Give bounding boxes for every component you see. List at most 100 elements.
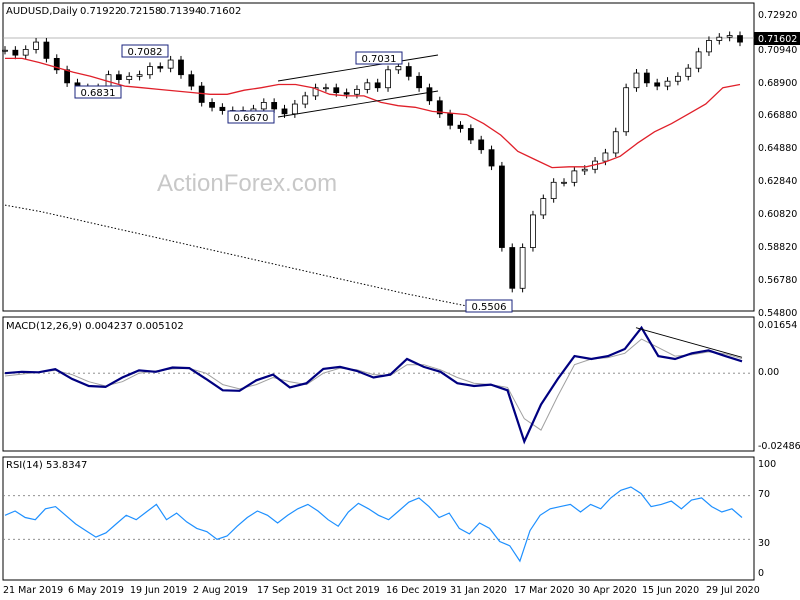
x-tick-label: 31 Oct 2019 [321, 585, 380, 596]
candle-body [64, 69, 71, 84]
candle-body [695, 51, 702, 69]
annotation-box [355, 51, 403, 65]
candle-body [664, 80, 671, 87]
y-tick-label: 0.56780 [758, 275, 797, 286]
candle-body [157, 66, 164, 69]
candle-body [623, 87, 630, 133]
x-tick-label: 16 Dec 2019 [386, 585, 447, 596]
candle-body [405, 66, 412, 77]
candle-body [385, 69, 391, 89]
y-tick-label: 30 [758, 538, 770, 549]
rsi-pane-frame [2, 456, 755, 581]
annotation-0-6831: 0.6831 [74, 85, 122, 99]
macd-signal-line [4, 338, 743, 431]
price-pane[interactable]: ActionForex.com AUDUSD,Daily 0.71922 0.7… [2, 2, 800, 319]
candle-body [685, 67, 692, 77]
candle-body [147, 66, 153, 76]
annotation-0-7082: 0.7082 [121, 44, 169, 58]
annotation-label: 0.6831 [81, 88, 116, 99]
last-price-label: 0.71602 [758, 34, 797, 45]
candle-body [612, 131, 619, 154]
candle-body [674, 75, 681, 82]
candle-body [654, 82, 661, 87]
price-pane-frame [2, 2, 755, 312]
ohlc-close: 0.71602 [200, 6, 241, 17]
y-tick-label: 100 [758, 459, 776, 470]
moving-average-line [5, 57, 741, 169]
annotation-box [121, 44, 169, 58]
price-candles [2, 31, 743, 293]
y-tick-label: 0.58820 [758, 242, 797, 253]
candle-body [633, 72, 640, 89]
ohlc-open: 0.71922 [80, 6, 121, 17]
candle-body [561, 181, 567, 184]
candle-body [530, 214, 536, 248]
candle-body [22, 49, 29, 56]
candle-body [343, 92, 350, 95]
macd-trendline [635, 327, 743, 358]
ohlc-low: 0.71394 [160, 6, 201, 17]
candle-body [519, 247, 526, 289]
y-tick-label: 0 [758, 568, 764, 579]
y-tick-label: 0.54800 [758, 308, 797, 319]
x-tick-label: 17 Mar 2020 [514, 585, 574, 596]
candle-body [126, 75, 133, 80]
price-pane-title: AUDUSD,Daily [6, 6, 78, 17]
candle-body [467, 128, 474, 141]
candle-body [436, 100, 443, 115]
annotation-box [227, 110, 275, 124]
x-tick-label: 17 Sep 2019 [257, 585, 317, 596]
macd-pane-frame [2, 316, 755, 452]
y-tick-label: 0.01654 [758, 320, 797, 331]
candle-body [447, 113, 454, 126]
annotation-box [465, 299, 513, 313]
annotation-box [74, 85, 122, 99]
long-moving-average-line [4, 204, 513, 312]
x-tick-label: 31 Jan 2020 [450, 585, 507, 596]
channel-upper-line [277, 54, 439, 82]
candle-body [312, 87, 319, 97]
channel-lower-line [277, 90, 439, 118]
candle-body [726, 35, 733, 38]
annotation-0-6670: 0.6670 [227, 110, 275, 124]
candle-body [167, 59, 174, 69]
macd-main-line [4, 325, 743, 445]
y-tick-label: 0.70940 [758, 45, 797, 56]
candle-body [488, 149, 495, 167]
x-tick-label: 6 May 2019 [68, 585, 124, 596]
last-price-box [754, 32, 800, 45]
rsi-y-axis: 100 70 30 0 [758, 459, 776, 579]
y-tick-label: 0.00 [758, 367, 779, 378]
candle-body [364, 82, 371, 90]
candle-body [188, 74, 195, 87]
candle-body [416, 75, 422, 89]
macd-pane[interactable]: MACD(12,26,9) 0.004237 0.005102 0.01654 … [2, 316, 800, 452]
annotation-label: 0.7031 [362, 54, 397, 65]
rsi-line [4, 486, 743, 563]
candle-body [12, 49, 19, 56]
rsi-pane[interactable]: RSI(14) 53.8347 100 70 30 0 [2, 456, 776, 581]
annotation-label: 0.7082 [128, 47, 163, 58]
candle-body [209, 102, 215, 108]
y-tick-label: 0.62840 [758, 176, 797, 187]
y-tick-label: 0.68900 [758, 78, 797, 89]
candle-body [737, 35, 743, 43]
candle-body [706, 40, 712, 53]
annotation-0-7031: 0.7031 [355, 51, 403, 65]
candle-body [581, 168, 588, 172]
candle-body [323, 87, 329, 90]
price-y-axis: 0.72920 0.70940 0.68900 0.66880 0.64880 … [758, 10, 797, 319]
candle-body [260, 102, 267, 110]
candle-body [291, 103, 298, 115]
x-tick-label: 15 Jun 2020 [642, 585, 699, 596]
y-tick-label: 0.60820 [758, 209, 797, 220]
x-tick-label: 30 Apr 2020 [578, 585, 637, 596]
candle-body [33, 41, 39, 50]
x-tick-label: 21 Mar 2019 [3, 585, 63, 596]
annotation-0-5506: 0.5506 [465, 299, 513, 313]
candle-body [2, 49, 8, 52]
candle-body [53, 57, 60, 71]
candle-body [354, 88, 360, 95]
macd-y-axis: 0.01654 0.00 -0.02486 [758, 320, 800, 452]
